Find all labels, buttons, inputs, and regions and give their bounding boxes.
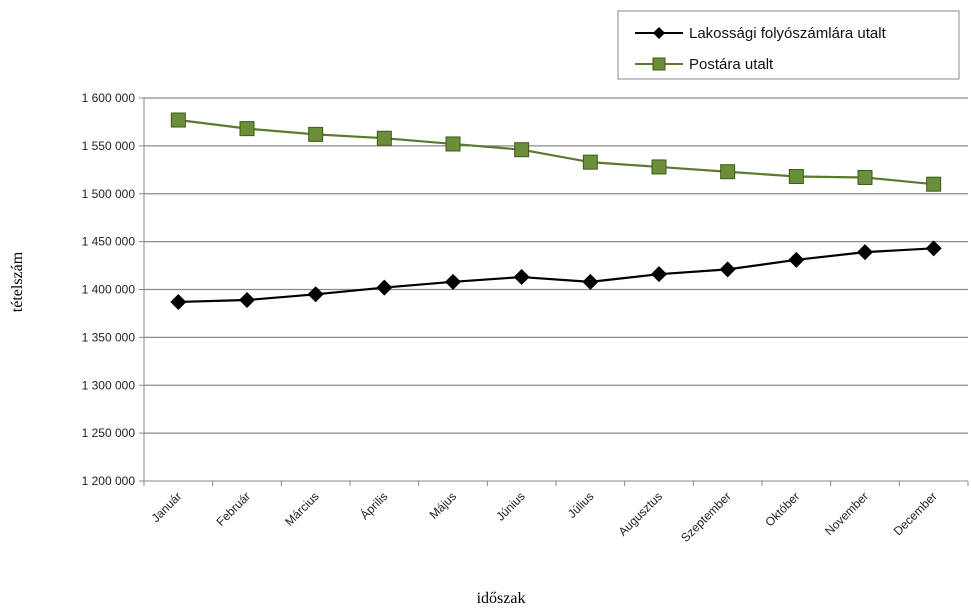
data-point-diamond bbox=[788, 251, 805, 268]
series-line bbox=[178, 247, 934, 304]
data-point-diamond bbox=[445, 273, 461, 290]
y-tick-label: 1 250 000 bbox=[82, 426, 136, 440]
x-tick-label: Április bbox=[357, 489, 391, 523]
x-tick-label: Július bbox=[565, 489, 597, 521]
data-point-square bbox=[170, 112, 186, 128]
legend-label-lakossagi: Lakossági folyószámlára utalt bbox=[689, 25, 887, 42]
series-postara bbox=[170, 112, 942, 192]
y-axis-title: tételszám bbox=[9, 251, 26, 312]
x-axis-ticks: Január Február Március Április Május Június Jú… bbox=[143, 481, 969, 545]
data-point-diamond bbox=[925, 240, 942, 257]
y-tick-label: 1 500 000 bbox=[82, 187, 136, 201]
x-tick-label: Május bbox=[427, 489, 460, 522]
y-tick-label: 1 550 000 bbox=[82, 139, 136, 153]
series-line bbox=[178, 118, 934, 186]
data-point-diamond bbox=[651, 266, 667, 283]
x-tick-label: Március bbox=[282, 489, 322, 529]
data-point-square bbox=[788, 169, 804, 185]
series-lakossagi bbox=[170, 240, 942, 310]
data-point-square bbox=[308, 126, 324, 142]
legend: Lakossági folyószámlára utalt Postára ut… bbox=[617, 10, 960, 80]
data-point-square bbox=[651, 159, 667, 175]
data-point-square bbox=[926, 176, 942, 192]
data-point-square bbox=[514, 142, 530, 158]
data-point-diamond bbox=[582, 273, 599, 290]
data-point-diamond bbox=[719, 261, 736, 278]
data-point-square bbox=[239, 121, 255, 137]
data-point-diamond bbox=[239, 292, 255, 309]
data-point-square bbox=[582, 154, 598, 170]
x-tick-label: Február bbox=[214, 489, 254, 529]
x-tick-label: Augusztus bbox=[616, 489, 666, 539]
legend-marker-diamond bbox=[653, 27, 665, 39]
x-tick-label: November bbox=[822, 489, 871, 538]
data-point-diamond bbox=[170, 293, 187, 310]
data-point-square bbox=[720, 164, 736, 180]
x-tick-label: Június bbox=[493, 489, 527, 523]
series bbox=[170, 112, 942, 310]
y-tick-label: 1 350 000 bbox=[82, 330, 136, 344]
gridlines bbox=[144, 97, 968, 434]
data-point-diamond bbox=[513, 269, 530, 286]
y-tick-label: 1 600 000 bbox=[82, 91, 136, 105]
y-axis-ticks: 1 200 000 1 250 000 1 300 000 1 350 000 1 40… bbox=[82, 91, 144, 488]
x-tick-label: Október bbox=[762, 489, 802, 529]
legend-label-postara: Postára utalt bbox=[689, 56, 774, 73]
y-tick-label: 1 300 000 bbox=[82, 378, 136, 392]
y-tick-label: 1 400 000 bbox=[82, 283, 136, 297]
data-point-diamond bbox=[857, 244, 873, 261]
data-point-diamond bbox=[307, 286, 324, 303]
x-tick-label: Január bbox=[149, 489, 185, 525]
legend-marker-square bbox=[652, 57, 666, 71]
data-point-diamond bbox=[376, 279, 393, 296]
x-axis-title: időszak bbox=[477, 590, 526, 607]
x-tick-label: Szeptember bbox=[678, 489, 734, 545]
data-point-square bbox=[445, 136, 461, 152]
data-point-square bbox=[857, 169, 873, 185]
data-point-square bbox=[376, 130, 392, 146]
legend-box bbox=[617, 10, 960, 80]
y-tick-label: 1 450 000 bbox=[82, 235, 136, 249]
x-tick-label: December bbox=[891, 489, 940, 538]
y-tick-label: 1 200 000 bbox=[82, 474, 136, 488]
